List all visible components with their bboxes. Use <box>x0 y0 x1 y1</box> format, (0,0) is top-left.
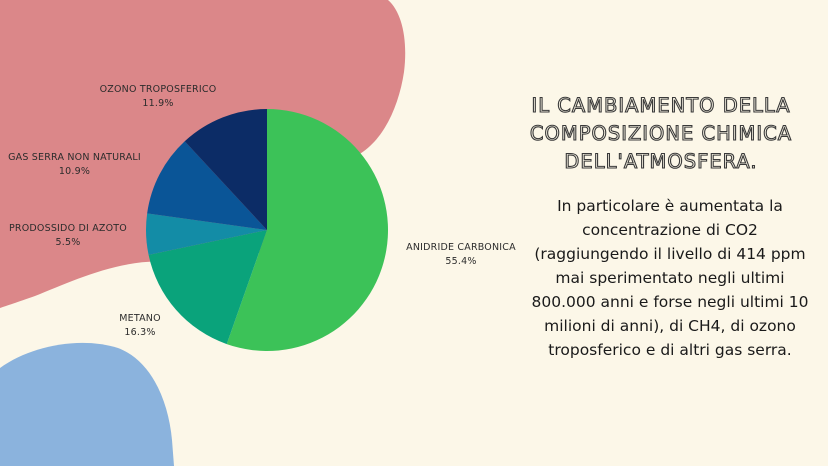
slice-name: Prodossido di azoto <box>9 223 127 234</box>
pie-slices <box>145 109 389 352</box>
blue-blob-shape <box>0 342 174 466</box>
pie-slice-anidride-carbonica <box>226 109 389 352</box>
pie-slice-prodossido-di-azoto <box>145 213 267 255</box>
pie-slice-metano <box>148 230 267 345</box>
slice-percent: 10.9% <box>58 166 91 177</box>
slice-name: Anidride carbonica <box>406 242 516 253</box>
pie-slice-gas-serra-non-naturali <box>147 141 267 230</box>
slice-label-prodossido-di-azoto: Prodossido di azoto 5.5% <box>2 222 134 250</box>
slice-percent: 55.4% <box>445 256 477 267</box>
slice-percent: 16.3% <box>124 327 156 338</box>
slice-label-ozono-troposferico: Ozono troposferico 11.9% <box>92 83 224 111</box>
slide-title: Il cambiamento della composizione chimic… <box>529 93 793 173</box>
slice-label-metano: Metano 16.3% <box>95 312 185 340</box>
slice-percent: 5.5% <box>55 237 81 248</box>
slice-percent: 11.9% <box>142 98 174 109</box>
slice-name: Ozono troposferico <box>99 84 217 95</box>
slice-label-gas-serra-non-naturali: Gas serra non naturali 10.9% <box>2 151 147 179</box>
slide-body-text: In particolare è aumentata la concentraz… <box>531 197 809 359</box>
slice-name: Gas serra non naturali <box>8 152 141 163</box>
slice-name: Metano <box>119 313 161 324</box>
slice-label-anidride-carbonica: Anidride carbonica 55.4% <box>405 241 517 269</box>
pie-slice-ozono-troposferico <box>184 109 267 230</box>
